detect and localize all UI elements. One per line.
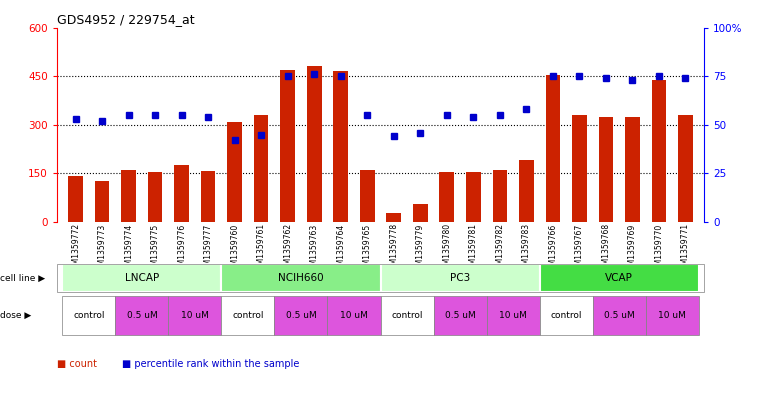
Text: 0.5 uM: 0.5 uM [285,311,317,320]
Bar [413,204,428,222]
Bar [148,173,162,222]
Text: dose ▶: dose ▶ [0,311,31,320]
Bar [546,75,560,222]
Bar [360,170,374,222]
Text: GSM1359780: GSM1359780 [442,223,451,274]
Text: 10 uM: 10 uM [181,311,209,320]
Text: LNCAP: LNCAP [125,273,159,283]
Text: GSM1359775: GSM1359775 [151,223,160,275]
Bar [380,264,540,292]
Bar [572,115,587,222]
Bar [201,171,215,222]
Bar [168,296,221,335]
Text: GSM1359776: GSM1359776 [177,223,186,275]
Bar [254,115,269,222]
Bar [593,296,645,335]
Text: GSM1359781: GSM1359781 [469,223,478,274]
Text: GSM1359773: GSM1359773 [97,223,107,275]
Bar [174,165,189,222]
Text: GSM1359774: GSM1359774 [124,223,133,275]
Text: 0.5 uM: 0.5 uM [603,311,635,320]
Text: control: control [550,311,582,320]
Text: PC3: PC3 [450,273,470,283]
Bar [519,160,533,222]
Bar [307,66,321,222]
Text: GSM1359766: GSM1359766 [549,223,557,275]
Text: 0.5 uM: 0.5 uM [444,311,476,320]
Bar [492,169,507,222]
Text: GSM1359772: GSM1359772 [71,223,80,274]
Bar [116,296,168,335]
Text: NCIH660: NCIH660 [279,273,323,283]
Text: GSM1359764: GSM1359764 [336,223,345,275]
Bar [280,70,295,222]
Bar [62,296,116,335]
Text: control: control [391,311,423,320]
Text: GSM1359765: GSM1359765 [363,223,371,275]
Text: control: control [73,311,104,320]
Bar [625,117,640,222]
Bar [95,180,110,222]
Bar [333,71,348,222]
Text: GSM1359770: GSM1359770 [654,223,664,275]
Text: GSM1359771: GSM1359771 [681,223,690,274]
Bar [221,296,275,335]
Bar [380,296,434,335]
Text: 10 uM: 10 uM [340,311,368,320]
Bar [221,264,380,292]
Text: GSM1359762: GSM1359762 [283,223,292,274]
Bar [440,172,454,222]
Text: GSM1359777: GSM1359777 [204,223,212,275]
Text: GDS4952 / 229754_at: GDS4952 / 229754_at [57,13,195,26]
Bar [68,176,83,222]
Text: cell line ▶: cell line ▶ [0,274,45,283]
Text: GSM1359778: GSM1359778 [390,223,398,274]
Bar [275,296,327,335]
Bar [599,117,613,222]
Text: GSM1359767: GSM1359767 [575,223,584,275]
Text: ■ percentile rank within the sample: ■ percentile rank within the sample [122,358,299,369]
Bar [540,296,593,335]
Bar [486,296,540,335]
Bar [540,264,699,292]
Text: GSM1359782: GSM1359782 [495,223,505,274]
Bar [678,115,693,222]
Bar [387,213,401,222]
Text: GSM1359768: GSM1359768 [601,223,610,274]
Text: 10 uM: 10 uM [499,311,527,320]
Bar [434,296,486,335]
Text: GSM1359783: GSM1359783 [522,223,531,274]
Text: GSM1359760: GSM1359760 [230,223,239,275]
Text: 0.5 uM: 0.5 uM [126,311,158,320]
Text: GSM1359769: GSM1359769 [628,223,637,275]
Text: VCAP: VCAP [605,273,633,283]
Text: control: control [232,311,264,320]
Text: GSM1359761: GSM1359761 [256,223,266,274]
Bar [466,172,481,222]
Text: GSM1359779: GSM1359779 [416,223,425,275]
Bar [645,296,699,335]
Bar [62,264,221,292]
Text: ■ count: ■ count [57,358,97,369]
Bar [327,296,380,335]
Bar [121,170,136,222]
Bar [228,121,242,222]
Text: 10 uM: 10 uM [658,311,686,320]
Text: GSM1359763: GSM1359763 [310,223,319,275]
Bar [651,80,666,222]
